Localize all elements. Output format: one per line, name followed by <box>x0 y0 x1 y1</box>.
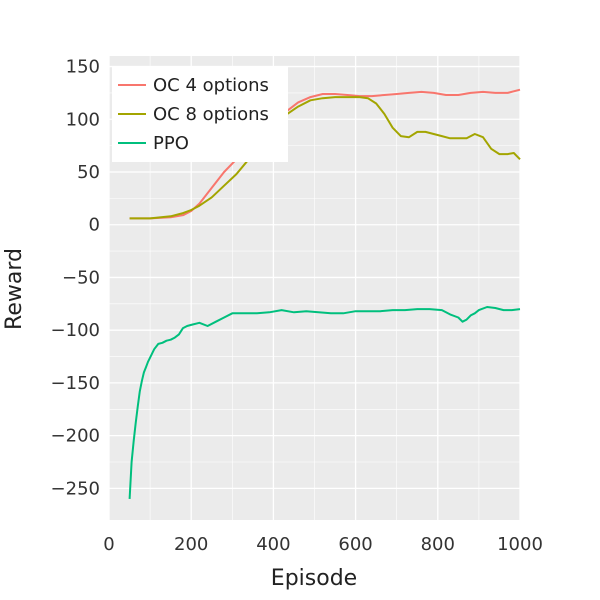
x-tick-label: 400 <box>256 534 290 555</box>
series-lines <box>128 88 521 499</box>
y-tick-label: −200 <box>51 426 100 447</box>
y-tick-label: 150 <box>66 57 100 78</box>
x-tick-labels: 0 200 400 600 800 1000 <box>103 534 543 555</box>
x-tick-label: 200 <box>174 534 208 555</box>
legend-label: OC 8 options <box>153 104 269 125</box>
legend-label: PPO <box>153 133 189 154</box>
y-tick-label: 0 <box>89 215 100 236</box>
y-tick-labels: −250 −200 −150 −100 −50 0 50 100 150 <box>51 57 100 500</box>
series-line-oc-8-options <box>129 96 521 220</box>
y-tick-label: −150 <box>51 373 100 394</box>
series-line-ppo <box>128 306 521 499</box>
y-tick-label: 100 <box>66 109 100 130</box>
y-tick-label: 50 <box>77 162 100 183</box>
x-tick-label: 800 <box>421 534 455 555</box>
series-line-oc-4-options <box>129 88 521 220</box>
y-tick-label: −100 <box>51 320 100 341</box>
x-axis-title: Episode <box>271 566 357 591</box>
legend-items: OC 4 options OC 8 options PPO <box>118 75 269 154</box>
y-tick-label: −250 <box>51 478 100 499</box>
x-tick-label: 600 <box>338 534 372 555</box>
x-tick-label: 0 <box>103 534 114 555</box>
y-axis-title: Reward <box>2 248 27 330</box>
legend: OC 4 options OC 8 options PPO <box>112 66 288 162</box>
x-tick-label: 1000 <box>497 534 543 555</box>
minor-gridlines <box>109 56 520 520</box>
y-tick-label: −50 <box>62 267 100 288</box>
legend-label: OC 4 options <box>153 75 269 96</box>
